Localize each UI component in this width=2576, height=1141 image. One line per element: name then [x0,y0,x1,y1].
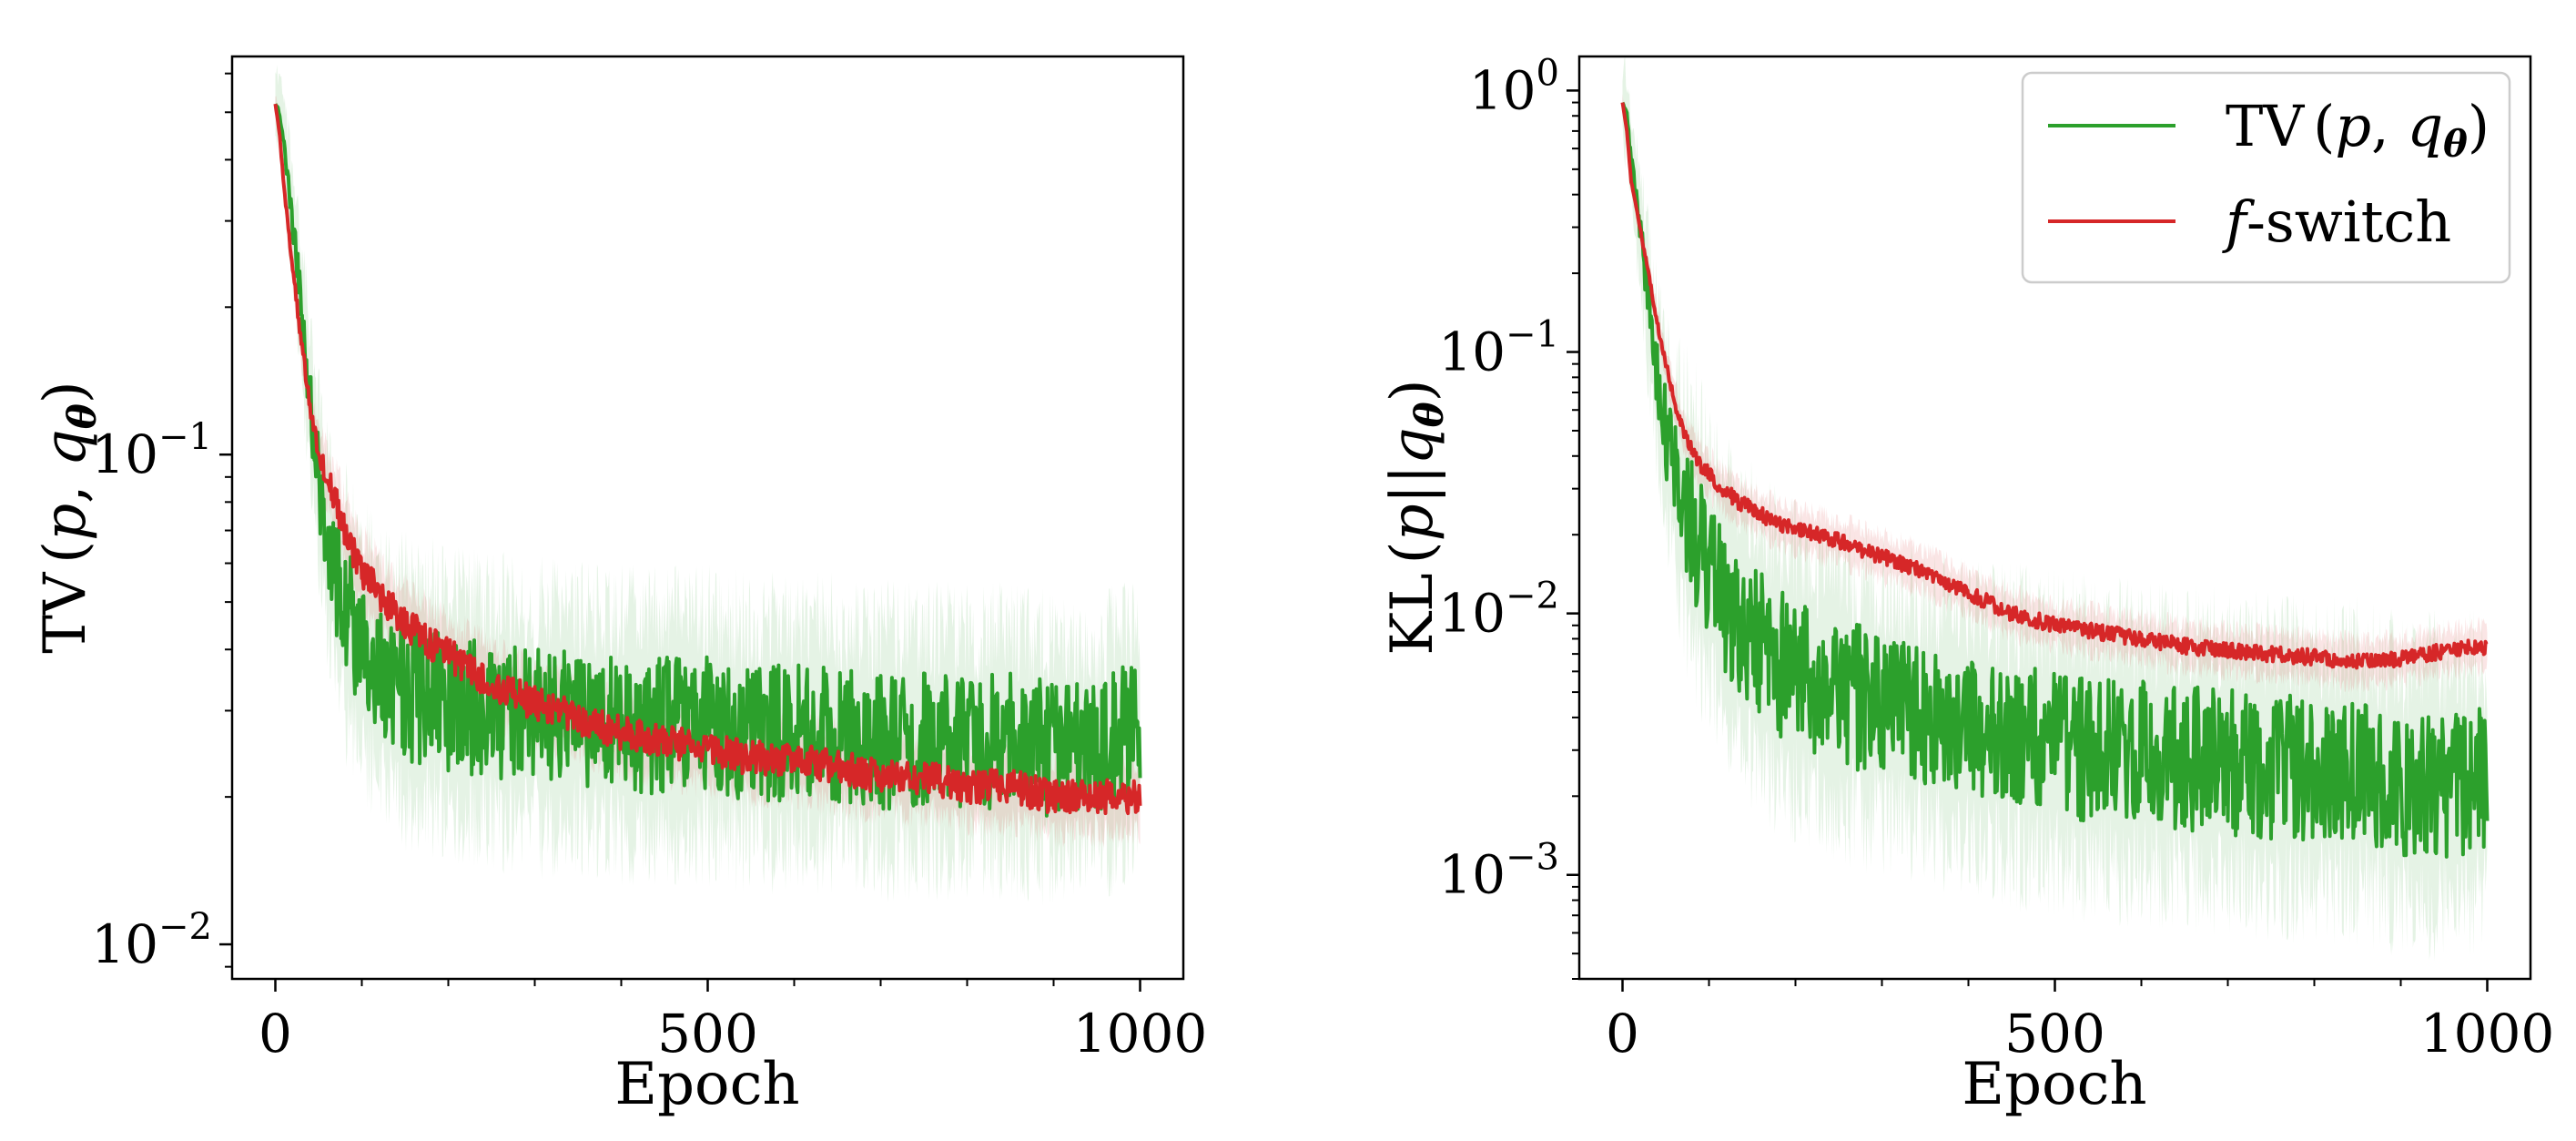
series-line-tv [1620,101,2490,859]
right-panel: 0 500 1000 10−3 10−2 10−1 100 Epoch KL(p||qθ)… [1379,52,2554,1118]
legend-label-tv: TV (p, qθ) [2226,93,2490,166]
x-tick-label: 500 [2004,1003,2105,1065]
left-x-axis-label: Epoch [614,1051,799,1118]
x-tick-label: 1000 [1073,1003,1208,1065]
left-y-axis-label: TV(p, qθ) [32,381,105,653]
left-axes-frame [230,55,1185,981]
y-tick-label: 10−2 [91,906,212,975]
legend: TV (p, qθ) f-switch [2021,71,2511,284]
right-y-ticks: 10−3 10−2 10−1 100 [1438,52,1579,980]
legend-label-fswitch: f-switch [2222,188,2451,255]
series-line-fswitch [273,103,1142,816]
series-line-tv [273,103,1142,818]
x-tick-label: 500 [657,1003,758,1065]
left-panel: 0 500 1000 10−2 10−1 Epoch TV(p, qθ) [32,55,1207,1118]
y-tick-label: 10−1 [1438,314,1559,383]
right-x-axis-label: Epoch [1962,1051,2146,1118]
series-line-fswitch [1620,102,2489,670]
left-x-ticks: 0 500 1000 [259,979,1207,1065]
y-tick-label: 100 [1469,52,1559,121]
y-tick-label: 10−3 [1438,837,1559,906]
x-tick-label: 0 [259,1003,292,1065]
left-series-lines [273,103,1142,818]
right-x-ticks: 0 500 1000 [1606,979,2554,1065]
left-y-ticks: 10−2 10−1 [91,72,232,975]
right-y-axis-label: KL(p||qθ) [1379,379,1452,655]
y-tick-label: 10−1 [91,416,212,485]
x-tick-label: 1000 [2420,1003,2555,1065]
x-tick-label: 0 [1606,1003,1639,1065]
right-series-lines [1620,101,2490,859]
y-tick-label: 10−2 [1438,576,1559,645]
